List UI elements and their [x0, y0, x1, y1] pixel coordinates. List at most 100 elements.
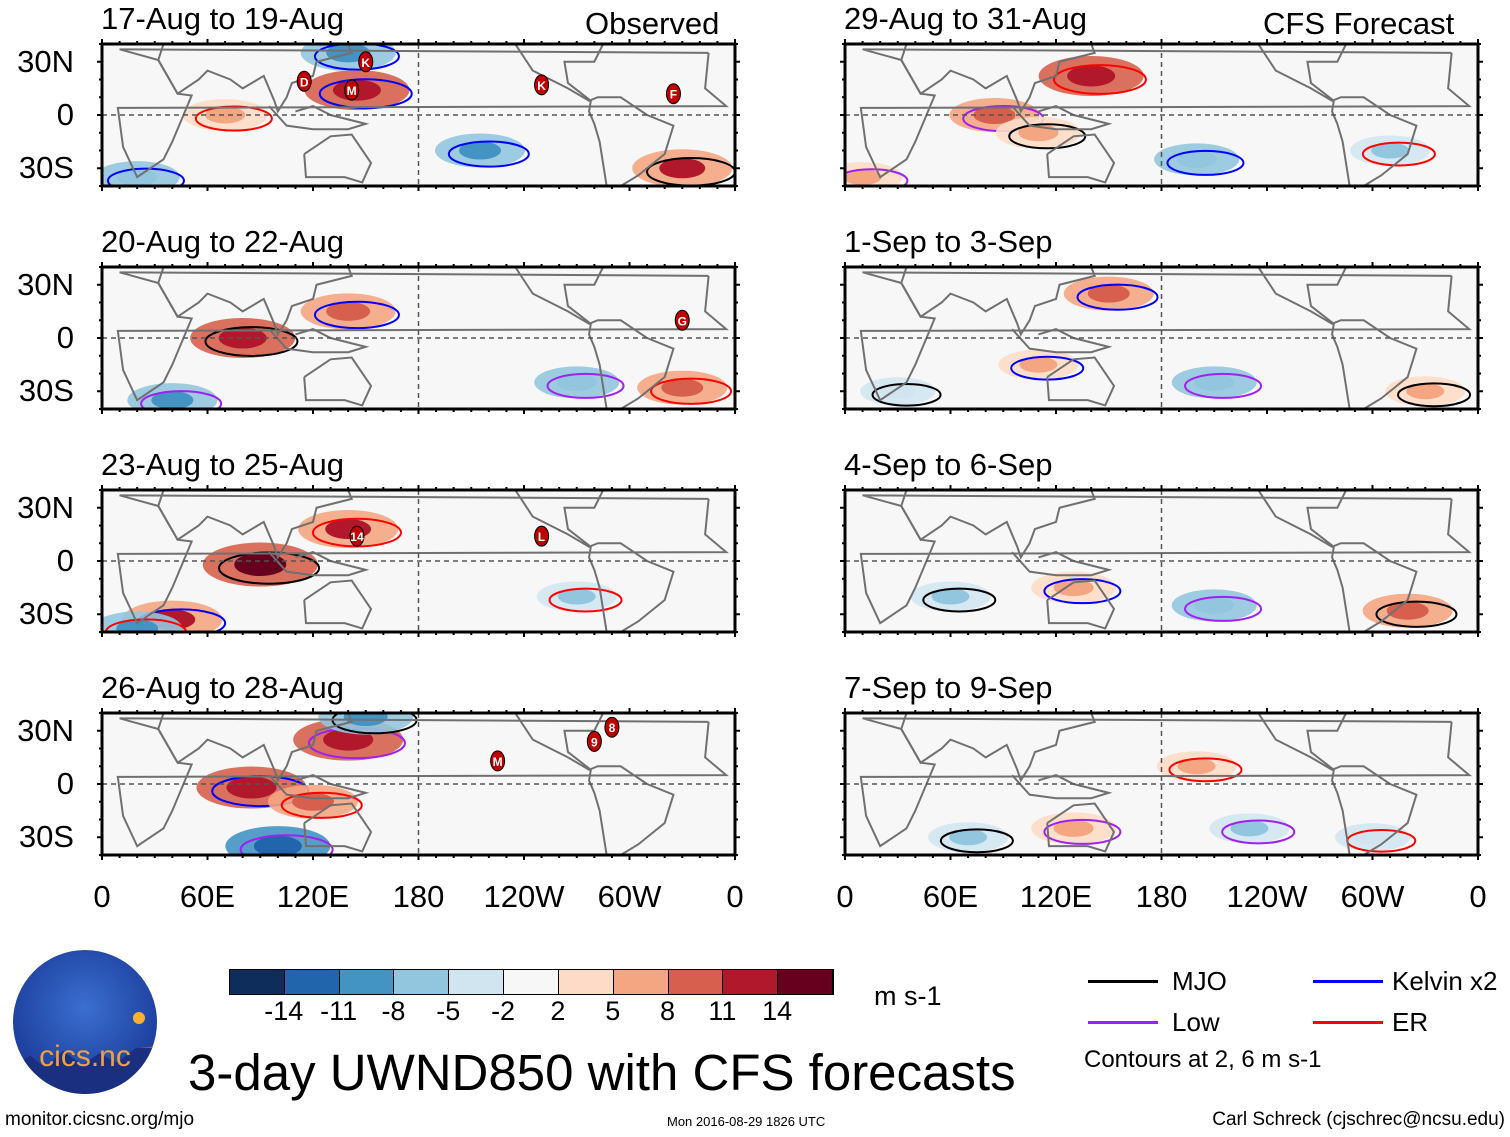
wind-anomaly-core: [973, 106, 1016, 124]
lon-label: 60W: [597, 879, 662, 914]
filtered-wave-contour: [204, 326, 299, 357]
lat-label: 30N: [17, 712, 74, 748]
panel-title: 1-Sep to 3-Sep: [844, 224, 1053, 259]
tropical-cyclone-icon: [674, 309, 690, 331]
colorbar-label: 14: [762, 996, 793, 1026]
wind-anomaly-core: [1230, 820, 1269, 837]
coastline: [1046, 802, 1116, 853]
filtered-wave-contour: [1375, 600, 1458, 628]
colorbar-swatch: [558, 970, 614, 994]
legend-low-line: [1088, 1021, 1158, 1024]
colorbar-swatch: [449, 970, 505, 994]
filtered-wave-contour: [1184, 595, 1263, 622]
panel-title: 26-Aug to 28-Aug: [101, 670, 345, 705]
coastline: [157, 267, 354, 337]
coastline: [157, 713, 354, 783]
lat-label: 30S: [18, 819, 74, 855]
lon-label: 180: [392, 879, 445, 914]
coastline: [514, 713, 675, 855]
coastline: [157, 44, 354, 114]
legend-kelvin-line: [1313, 980, 1383, 983]
wind-anomaly-core: [1087, 284, 1130, 303]
filtered-wave-contour: [548, 587, 623, 613]
contour-note: Contours at 2, 6 m s-1: [1084, 1046, 1322, 1073]
wind-anomaly-core: [253, 835, 302, 855]
lon-label: 0: [726, 879, 744, 914]
storm-label: 8: [609, 721, 616, 735]
wind-anomaly-core: [1194, 596, 1235, 614]
coastline: [303, 802, 373, 853]
lon-label: 0: [93, 879, 111, 914]
coastline: [1046, 356, 1116, 407]
wind-anomaly-core: [459, 141, 502, 160]
panel-title: 17-Aug to 19-Aug: [101, 1, 345, 36]
wind-anomaly-core: [659, 158, 706, 179]
wind-anomaly-core: [1194, 373, 1235, 391]
filtered-wave-contour: [546, 372, 625, 399]
filtered-wave-contour: [1361, 141, 1436, 167]
filtered-wave-contour: [1166, 149, 1245, 176]
coastline: [514, 44, 675, 186]
lat-label: 30S: [18, 150, 74, 186]
filtered-wave-contour: [1168, 757, 1243, 783]
tropical-cyclone-icon: [349, 525, 365, 547]
coastline: [268, 774, 370, 800]
observed-column-label: Observed: [585, 6, 720, 41]
filtered-wave-contour: [1076, 283, 1159, 311]
lon-label: 0: [836, 879, 854, 914]
wind-anomaly-core: [218, 327, 267, 349]
lat-label: 0: [56, 543, 74, 578]
colorbar-swatch: [230, 970, 285, 994]
wind-anomaly-core: [205, 106, 246, 124]
footer-timestamp: Mon 2016-08-29 1826 UTC: [667, 1114, 826, 1129]
coastline: [514, 267, 675, 409]
wind-anomaly-core: [931, 588, 970, 605]
tropical-cyclone-icon: [534, 525, 550, 547]
coastline: [303, 579, 373, 630]
colorbar-swatch: [284, 970, 340, 994]
filtered-wave-contour: [280, 791, 363, 819]
wind-anomaly-core: [1176, 150, 1217, 168]
wind-anomaly-core: [949, 829, 988, 846]
lon-label: 60E: [922, 879, 979, 914]
lon-label: 60E: [179, 879, 236, 914]
colorbar-label: -14: [264, 996, 304, 1026]
coastline: [157, 490, 354, 560]
cics-logo: cics.nc: [13, 950, 157, 1094]
coastline: [303, 133, 373, 184]
colorbar: [229, 969, 834, 995]
filtered-wave-contour: [939, 828, 1014, 854]
colorbar-label: 5: [605, 996, 621, 1026]
filtered-wave-contour: [104, 618, 187, 632]
filtered-wave-contour: [140, 390, 223, 409]
wind-anomaly-core: [1067, 65, 1116, 87]
storm-label: F: [670, 88, 677, 102]
figure-title: 3-day UWND850 with CFS forecasts: [188, 1044, 1016, 1101]
wind-anomaly-core: [556, 373, 597, 391]
filtered-wave-contour: [447, 140, 530, 168]
forecast-column-label: CFS Forecast: [1263, 6, 1455, 41]
panel-title: 20-Aug to 22-Aug: [101, 224, 345, 259]
wind-anomaly-core: [326, 301, 371, 321]
wind-anomaly-core: [1406, 383, 1445, 400]
logo-sun-icon: [133, 1012, 145, 1024]
filtered-wave-contour: [313, 44, 400, 71]
coastline: [514, 490, 675, 632]
lon-label: 120W: [483, 879, 565, 914]
colorbar-label: 8: [660, 996, 676, 1026]
storm-label: D: [300, 75, 309, 89]
wind-anomaly-core: [151, 391, 194, 409]
logo-text: cics.nc: [39, 1040, 131, 1073]
lon-label: 120E: [276, 879, 350, 914]
lat-label: 30N: [17, 43, 74, 79]
storm-label: L: [538, 530, 545, 544]
storm-label: M: [493, 755, 503, 769]
tropical-cyclone-icon: [296, 70, 312, 92]
storm-label: 14: [350, 530, 364, 544]
lat-label: 30S: [18, 373, 74, 409]
filtered-wave-contour: [194, 105, 273, 132]
lat-label: 0: [56, 97, 74, 132]
lat-label: 30S: [18, 596, 74, 632]
